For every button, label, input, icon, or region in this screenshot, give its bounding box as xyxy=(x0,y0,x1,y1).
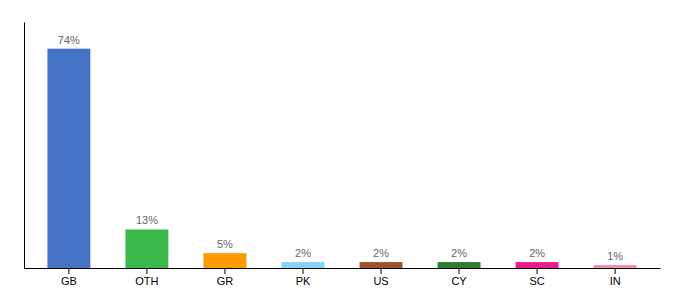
data-label: 13% xyxy=(136,214,158,226)
x-tick-label: GB xyxy=(61,275,77,287)
x-tick-label: CY xyxy=(451,275,467,287)
data-label: 1% xyxy=(607,250,623,262)
bar xyxy=(438,262,481,268)
bar xyxy=(594,265,637,268)
y-axis-line xyxy=(24,23,25,269)
x-tick: US xyxy=(373,268,388,287)
bar xyxy=(282,262,325,268)
chart: 74% 13% 5% 2% 2% 2% 2% 1% GB OTH GR PK US CY SC IN xyxy=(0,0,680,300)
x-tick-mark xyxy=(302,268,303,274)
data-label: 2% xyxy=(295,247,311,259)
x-tick: GB xyxy=(61,268,77,287)
x-tick: PK xyxy=(296,268,311,287)
x-tick-label: SC xyxy=(529,275,544,287)
x-tick-label: IN xyxy=(610,275,621,287)
bar xyxy=(47,49,90,268)
x-tick-mark xyxy=(537,268,538,274)
bars xyxy=(47,49,636,268)
x-tick: SC xyxy=(529,268,544,287)
x-tick-label: PK xyxy=(296,275,311,287)
y-axis xyxy=(24,23,25,269)
x-tick-mark xyxy=(146,268,147,274)
data-label: 74% xyxy=(58,34,80,46)
data-label: 5% xyxy=(217,238,233,250)
x-tick-label: OTH xyxy=(135,275,158,287)
x-tick-mark xyxy=(224,268,225,274)
bar xyxy=(516,262,559,268)
x-tick-mark xyxy=(68,268,69,274)
x-tick-label: GR xyxy=(217,275,234,287)
x-tick-label: US xyxy=(373,275,388,287)
data-label: 2% xyxy=(529,247,545,259)
x-tick: IN xyxy=(610,268,621,287)
x-axis-line xyxy=(25,268,661,269)
x-tick: OTH xyxy=(135,268,158,287)
x-tick: CY xyxy=(451,268,467,287)
x-tick-mark xyxy=(459,268,460,274)
x-tick-mark xyxy=(381,268,382,274)
plot: 74% 13% 5% 2% 2% 2% 2% 1% GB OTH GR PK US CY SC IN xyxy=(25,23,661,287)
bar xyxy=(360,262,403,268)
data-label: 2% xyxy=(373,247,389,259)
x-tick: GR xyxy=(217,268,234,287)
bar xyxy=(203,253,246,268)
bar xyxy=(125,229,168,268)
x-axis: GB OTH GR PK US CY SC IN xyxy=(25,268,661,287)
data-labels: 74% 13% 5% 2% 2% 2% 2% 1% xyxy=(58,34,623,262)
data-label: 2% xyxy=(451,247,467,259)
x-tick-mark xyxy=(615,268,616,274)
